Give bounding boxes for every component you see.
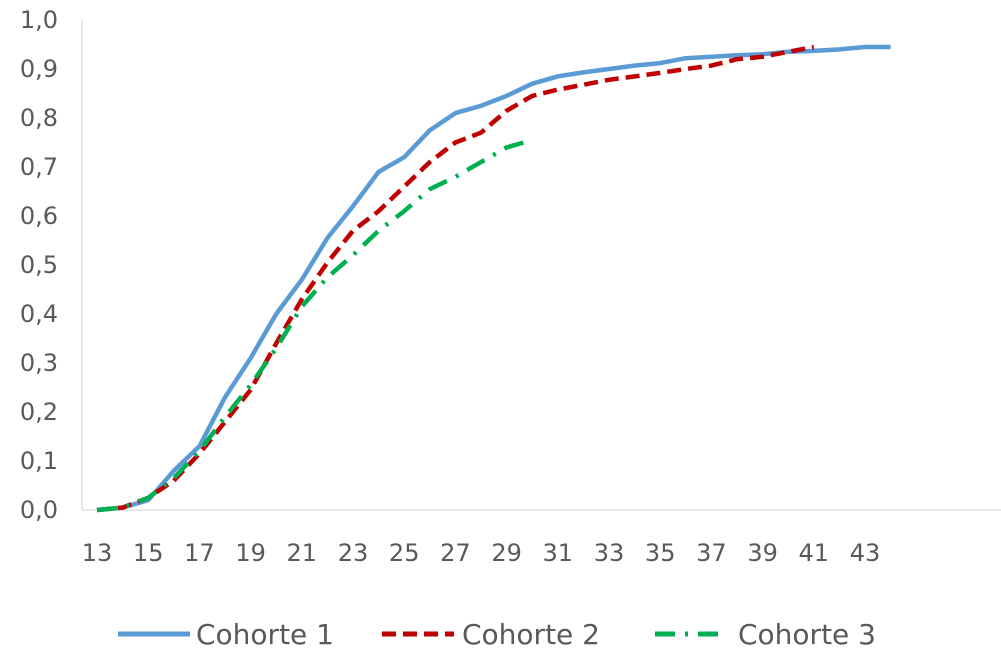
- x-tick-label: 27: [440, 539, 471, 567]
- x-tick-label: 35: [645, 539, 676, 567]
- axes-layer: 0,0 0,1 0,2 0,3 0,4 0,5 0,6 0,7 0,8 0,9 1,0 13 15 17 1…: [20, 6, 1001, 567]
- x-tick-label: 25: [389, 539, 420, 567]
- y-tick-label: 1,0: [20, 6, 58, 34]
- y-tick-label: 0,3: [20, 349, 58, 377]
- x-tick-label: 15: [133, 539, 164, 567]
- series-line-cohorte-3: [96, 137, 533, 513]
- y-tick-label: 0,4: [20, 300, 58, 328]
- x-tick-label: 17: [184, 539, 215, 567]
- legend-label: Cohorte 3: [738, 618, 876, 651]
- y-tick-label: 0,1: [20, 447, 58, 475]
- series-layer: [96, 44, 891, 513]
- y-tick-label: 0,8: [20, 104, 58, 132]
- series-line-cohorte-1: [96, 44, 891, 513]
- legend: Cohorte 1 Cohorte 2 Cohorte 3: [118, 618, 876, 651]
- x-tick-label: 23: [338, 539, 369, 567]
- y-tick-label: 0,2: [20, 398, 58, 426]
- x-tick-label: 13: [82, 539, 113, 567]
- legend-label: Cohorte 2: [462, 618, 600, 651]
- y-tick-label: 0,7: [20, 153, 58, 181]
- x-tick-label: 37: [696, 539, 727, 567]
- x-tick-label: 43: [850, 539, 881, 567]
- y-tick-label: 0,9: [20, 55, 58, 83]
- x-tick-label: 33: [594, 539, 625, 567]
- x-tick-label: 29: [491, 539, 522, 567]
- x-tick-label: 19: [235, 539, 266, 567]
- x-tick-label: 39: [747, 539, 778, 567]
- x-tick-label: 21: [287, 539, 318, 567]
- legend-label: Cohorte 1: [196, 618, 334, 651]
- x-tick-label: 41: [799, 539, 830, 567]
- series-line-cohorte-2: [96, 44, 815, 513]
- x-tick-label: 31: [543, 539, 574, 567]
- y-tick-label: 0,5: [20, 251, 58, 279]
- y-tick-label: 0,6: [20, 202, 58, 230]
- y-tick-label: 0,0: [20, 496, 58, 524]
